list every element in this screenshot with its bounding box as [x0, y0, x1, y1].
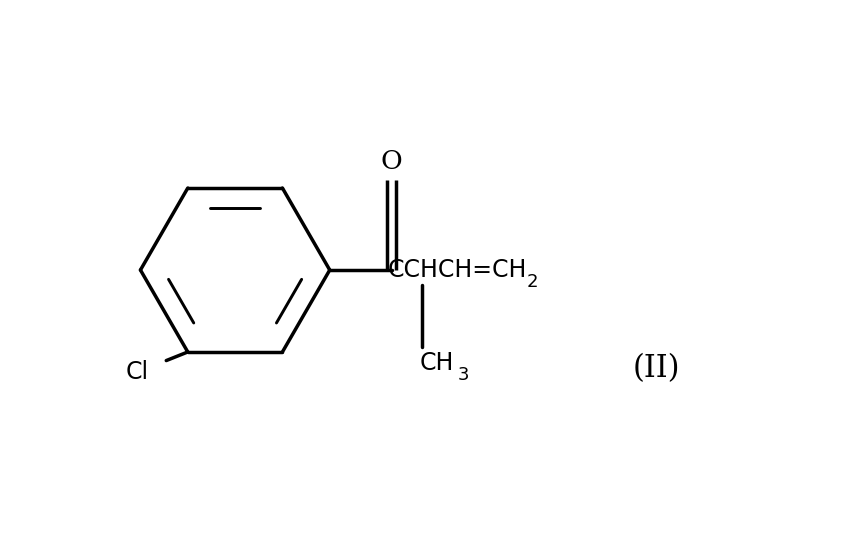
- Text: O: O: [381, 148, 403, 174]
- Text: CH: CH: [420, 351, 455, 375]
- Text: 2: 2: [527, 273, 539, 291]
- Text: Cl: Cl: [126, 360, 149, 384]
- Text: (II): (II): [633, 354, 681, 384]
- Text: CCHCH=CH: CCHCH=CH: [387, 258, 527, 282]
- Text: 3: 3: [458, 366, 469, 384]
